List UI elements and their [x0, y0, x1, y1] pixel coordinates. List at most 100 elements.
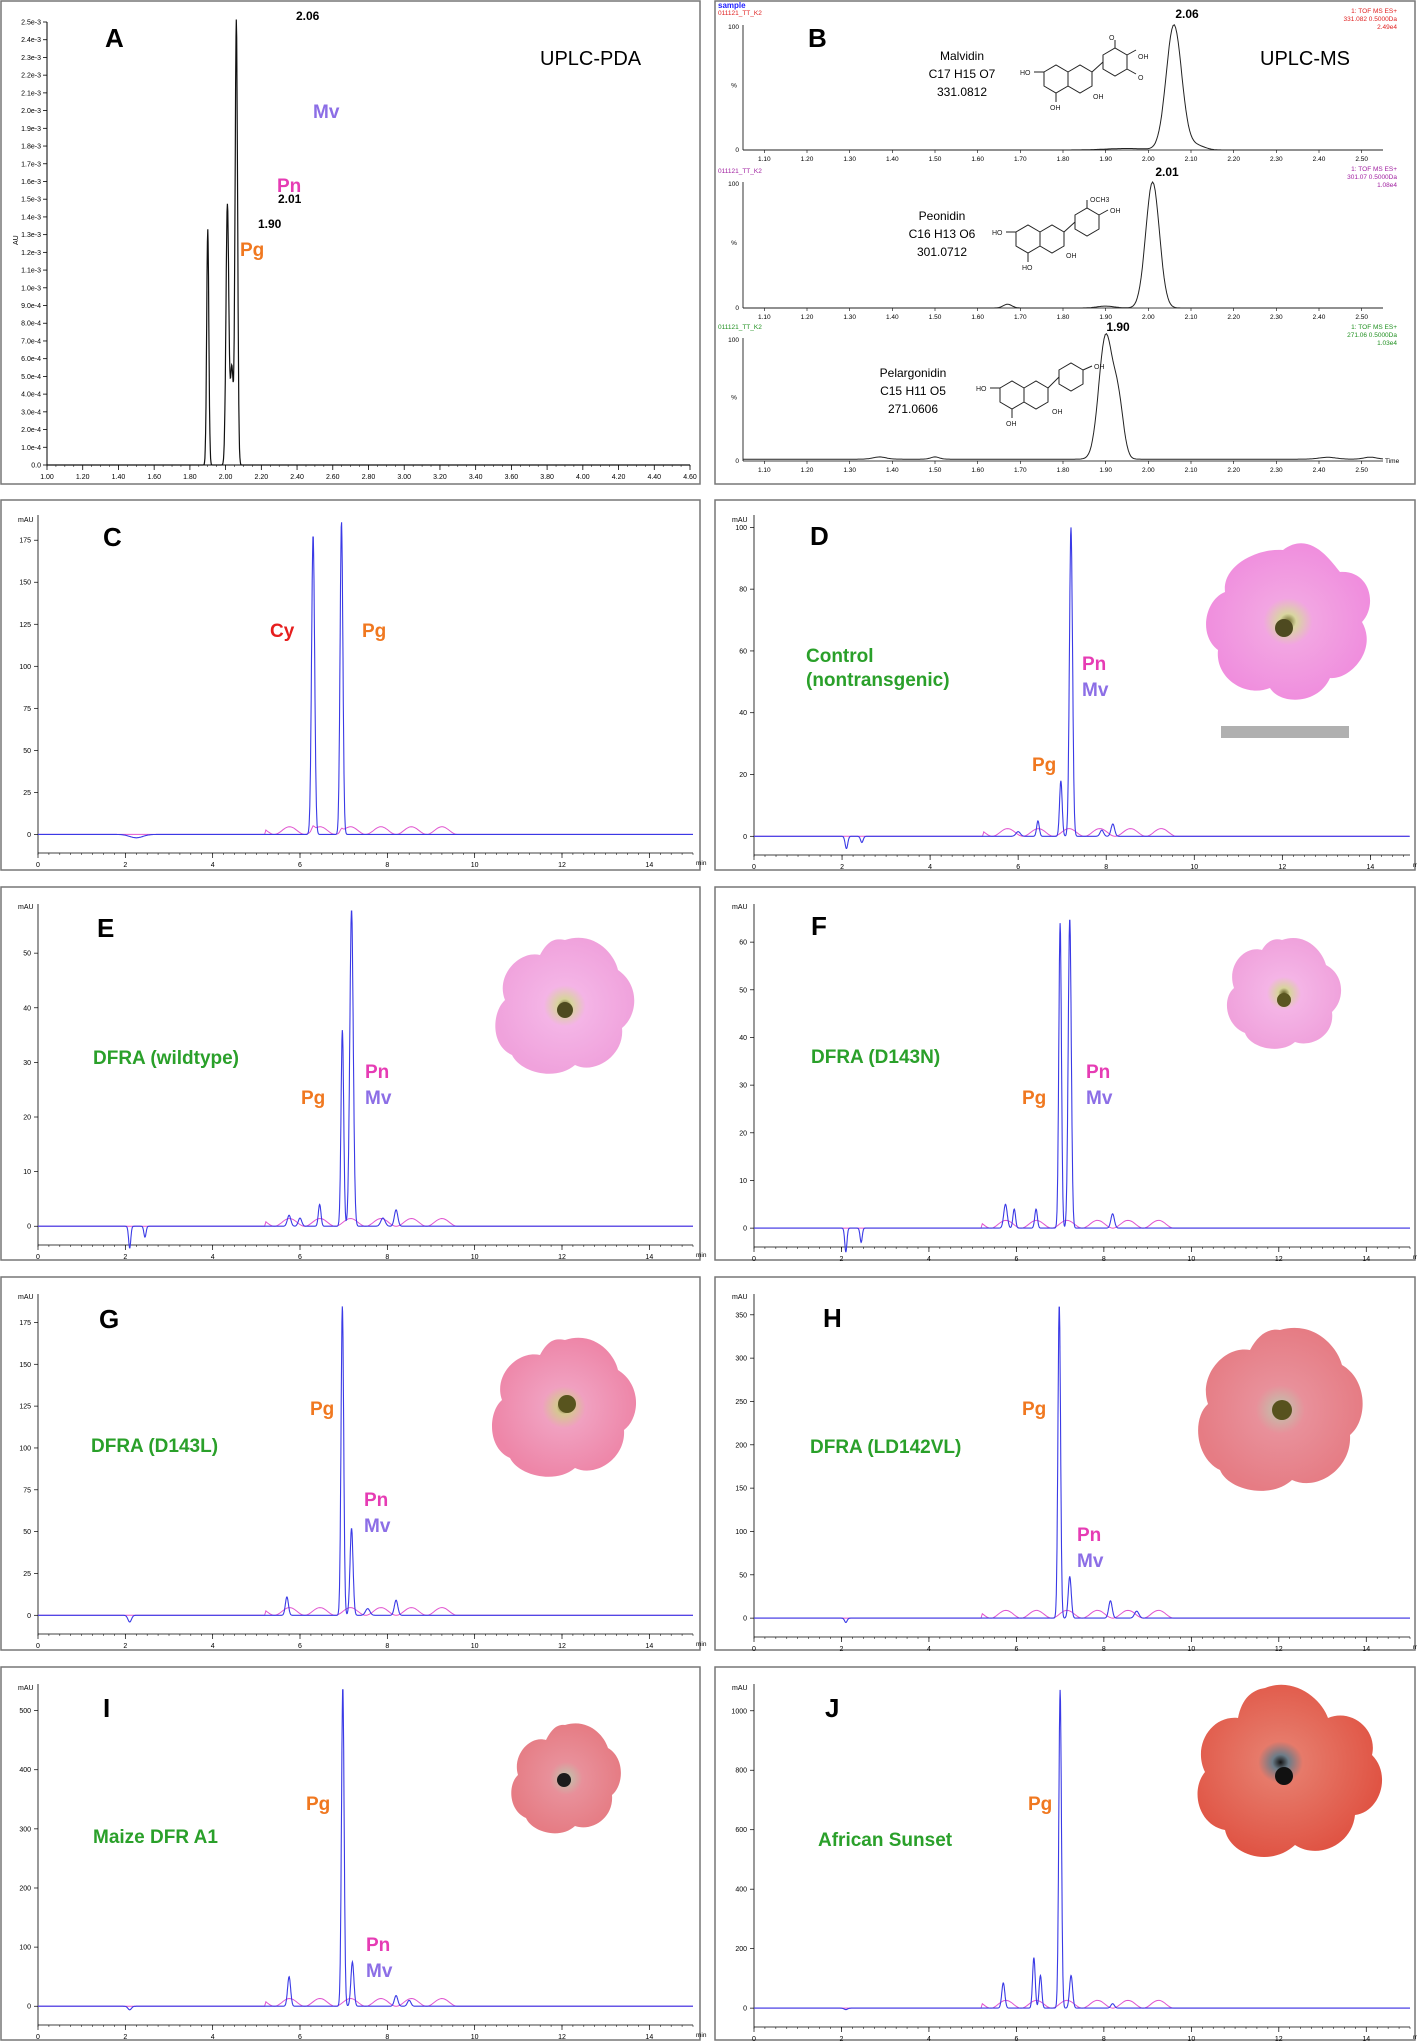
sample-name: DFRA (D143L) — [91, 1436, 218, 1457]
y-tick-label: 175 — [19, 1320, 31, 1327]
ms3-mass: 271.0606 — [888, 402, 938, 416]
ms-x-tick-label: 1.40 — [886, 467, 899, 474]
panel-b-frame — [714, 0, 1416, 485]
panel-i-letter: I — [103, 1693, 110, 1723]
x-tick-label: 12 — [1275, 2036, 1283, 2043]
x-tick-label: 10 — [471, 2034, 479, 2041]
ms1-compound: Malvidin — [940, 49, 984, 63]
x-unit: min — [1413, 1254, 1417, 1261]
x-tick-label: 10 — [471, 1254, 479, 1261]
panel-a-frame — [0, 0, 701, 485]
x-unit: min — [696, 1641, 707, 1648]
ms-x-tick-label: 1.10 — [758, 156, 771, 163]
label-pn: Pn — [364, 1490, 388, 1511]
y-tick-label: 9.0e-4 — [21, 303, 41, 310]
x-tick-label: 10 — [1187, 2036, 1195, 2043]
y-tick-label: 100 — [735, 1529, 747, 1536]
x-tick-label: 2 — [840, 864, 844, 871]
label-mv: Mv — [1082, 680, 1109, 701]
panel-d-frame — [714, 499, 1416, 871]
y-tick-label: 0 — [27, 1224, 31, 1231]
panel-h-plot: 0 50 100 150 200 250 300 350 0 2 4 6 8 10 12 14 min — [735, 1294, 1417, 1653]
ms2-mass: 301.0712 — [917, 245, 967, 259]
ms3-info3: 1.03e4 — [1377, 340, 1397, 347]
panel-g-unit: mAU — [18, 1294, 34, 1301]
flower-photo — [1197, 1684, 1383, 1857]
y-tick-label: 300 — [19, 1826, 31, 1833]
ms-x-tick-label: 2.40 — [1313, 314, 1326, 321]
x-tick-label: 1.80 — [183, 474, 197, 481]
x-tick-label: 0 — [752, 1256, 756, 1263]
x-tick-label: 4 — [928, 864, 932, 871]
ms-y-tick-label: 100 — [728, 181, 739, 188]
y-tick-label: 1.6e-3 — [21, 179, 41, 186]
x-tick-label: 0 — [36, 862, 40, 869]
x-tick-label: 1.60 — [147, 474, 161, 481]
ms-x-tick-label: 1.20 — [801, 156, 814, 163]
y-tick-label: 50 — [739, 987, 747, 994]
svg-text:OCH3: OCH3 — [1090, 197, 1110, 204]
panel-b-sample: sample — [718, 1, 746, 10]
ms-x-tick-label: 2.50 — [1355, 467, 1368, 474]
y-tick-label: 150 — [735, 1486, 747, 1493]
ms2-trace — [743, 181, 1383, 309]
trace-secondary — [754, 1219, 1410, 1229]
y-tick-label: 300 — [735, 1356, 747, 1363]
x-tick-label: 2 — [123, 1254, 127, 1261]
y-tick-label: 50 — [739, 1572, 747, 1579]
y-tick-label: 25 — [23, 1571, 31, 1578]
y-tick-label: 100 — [19, 1945, 31, 1952]
panel-a-letter: A — [105, 23, 124, 53]
y-tick-label: 0 — [743, 1616, 747, 1623]
x-tick-label: 8 — [385, 862, 389, 869]
panel-i-frame — [0, 1666, 701, 2041]
sample-name-line1: Control — [806, 646, 874, 667]
label-mv: Mv — [1086, 1088, 1113, 1109]
ms-x-tick-label: 2.10 — [1185, 156, 1198, 163]
y-tick-label: 150 — [19, 580, 31, 587]
y-tick-label: 400 — [19, 1767, 31, 1774]
y-tick-label: 1.7e-3 — [21, 161, 41, 168]
y-tick-label: 30 — [23, 1060, 31, 1067]
ms1-info2: 331.082 0.5000Da — [1344, 16, 1398, 23]
x-tick-label: 4 — [211, 1643, 215, 1650]
sample-name-line2: (nontransgenic) — [806, 670, 950, 691]
y-tick-label: 125 — [19, 1404, 31, 1411]
y-tick-label: 100 — [19, 1445, 31, 1452]
y-tick-label: 2.3e-3 — [21, 55, 41, 62]
sample-name: DFRA (wildtype) — [93, 1048, 239, 1069]
panel-j-plot: 0 200 400 600 800 1000 0 2 4 6 8 10 12 14 min — [731, 1684, 1417, 2043]
ms1-mass: 331.0812 — [937, 85, 987, 99]
y-tick-label: 3.0e-4 — [21, 409, 41, 416]
ms-x-tick-label: 1.30 — [843, 314, 856, 321]
x-tick-label: 14 — [645, 862, 653, 869]
svg-text:OH: OH — [1006, 421, 1017, 428]
panel-h-frame — [714, 1276, 1416, 1651]
ms-x-tick-label: 2.30 — [1270, 156, 1283, 163]
label-pg: Pg — [1028, 1794, 1052, 1815]
ms1-info1: 1: TOF MS ES+ — [1351, 8, 1397, 15]
ms-x-tick-label: 1.50 — [929, 156, 942, 163]
y-tick-label: 7.0e-4 — [21, 338, 41, 345]
x-tick-label: 0 — [752, 2036, 756, 2043]
label-pg: Pg — [306, 1794, 330, 1815]
y-tick-label: 0 — [743, 1226, 747, 1233]
ms3-file: 011121_TT_K2 — [718, 324, 762, 331]
ms3-info1: 1: TOF MS ES+ — [1351, 324, 1397, 331]
label-mv: Mv — [313, 102, 340, 123]
x-tick-label: 8 — [1102, 1256, 1106, 1263]
svg-text:OH: OH — [1138, 54, 1149, 61]
label-mv: Mv — [365, 1088, 392, 1109]
panel-a-trace — [47, 19, 690, 466]
trace-main — [754, 527, 1410, 850]
y-tick-label: 20 — [23, 1115, 31, 1122]
flower-photo — [491, 1337, 637, 1477]
y-tick-label: 100 — [735, 525, 747, 532]
ms-y-label: % — [731, 395, 737, 402]
x-tick-label: 14 — [1362, 1646, 1370, 1653]
trace-secondary — [38, 1217, 693, 1227]
svg-text:OH: OH — [1093, 94, 1104, 101]
panel-f-plot: 0 10 20 30 40 50 60 0 2 4 6 8 10 12 14 min — [739, 904, 1417, 1263]
peonidin-structure: HO HO OCH3 OH OH — [992, 197, 1121, 272]
y-tick-label: 2.0e-4 — [21, 427, 41, 434]
